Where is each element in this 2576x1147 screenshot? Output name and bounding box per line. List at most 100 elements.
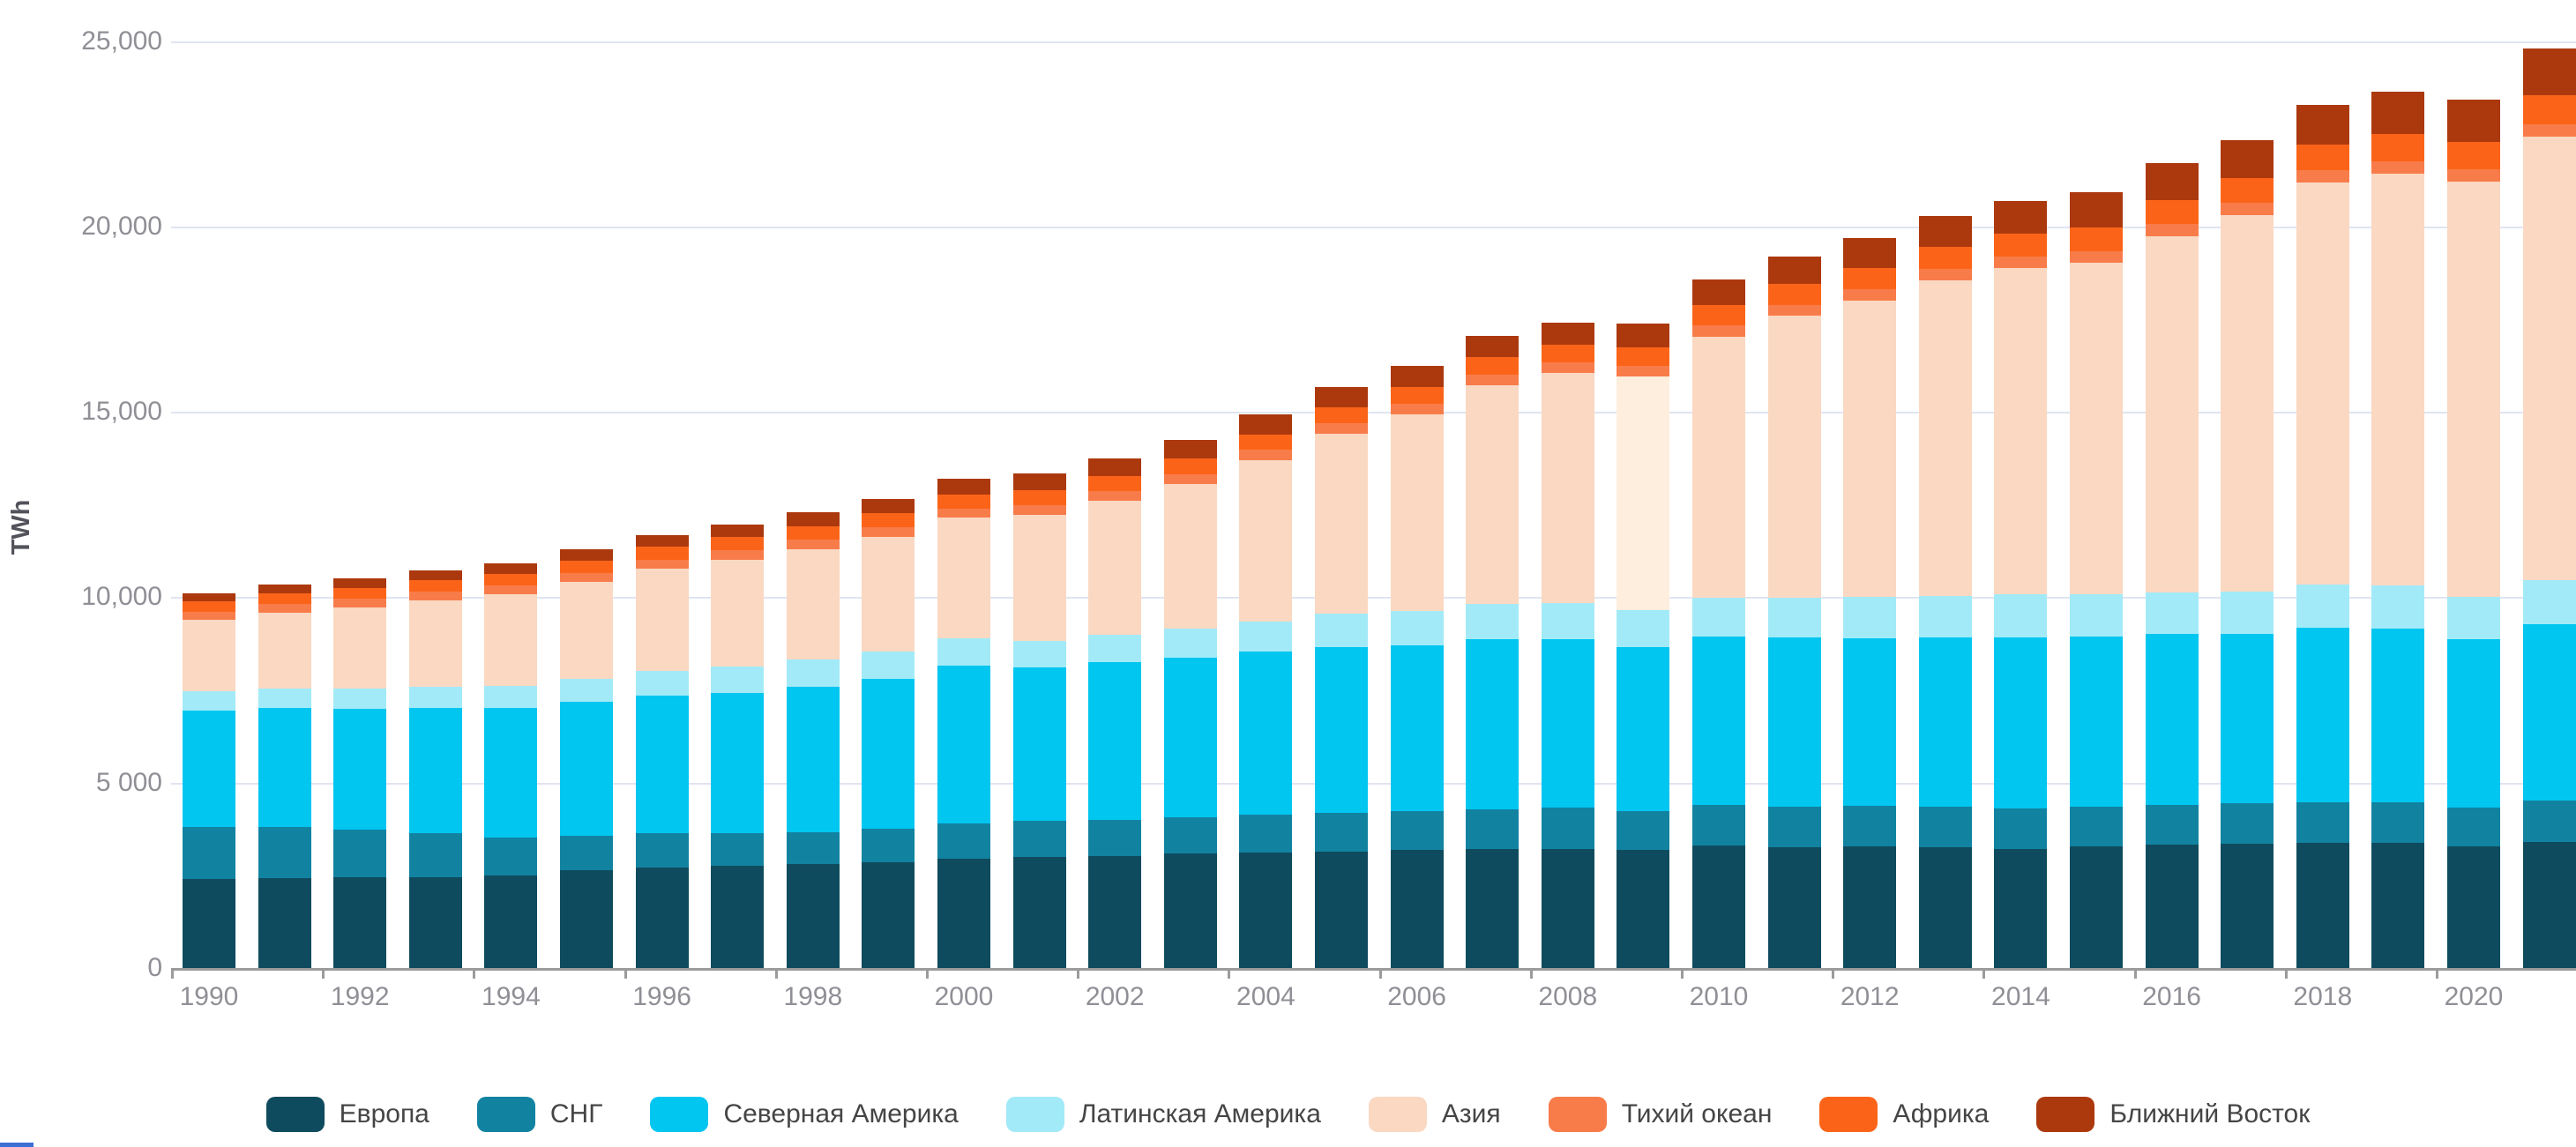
bar-segment-middle-east-2013[interactable]: [1918, 215, 1972, 247]
bar-segment-middle-east-2003[interactable]: [1163, 440, 1217, 459]
bar-segment-africa-2014[interactable]: [1994, 234, 2048, 257]
bar-segment-europe-1997[interactable]: [711, 866, 765, 968]
bar-segment-pacific-2015[interactable]: [2070, 251, 2123, 264]
bar-segment-africa-2000[interactable]: [937, 494, 990, 509]
bar-segment-asia-2005[interactable]: [1315, 433, 1368, 614]
bar-segment-asia-2008[interactable]: [1541, 372, 1594, 603]
bar-2017[interactable]: [2221, 139, 2274, 968]
bar-segment-africa-2011[interactable]: [1767, 283, 1821, 305]
bar-segment-latin-america-2006[interactable]: [1390, 610, 1444, 646]
bar-segment-asia-2016[interactable]: [2145, 235, 2199, 592]
bar-segment-asia-2006[interactable]: [1390, 414, 1444, 611]
bar-segment-middle-east-1991[interactable]: [258, 585, 311, 593]
bar-segment-middle-east-1997[interactable]: [711, 524, 765, 538]
bar-segment-latin-america-2017[interactable]: [2221, 591, 2274, 635]
bar-segment-asia-1999[interactable]: [862, 536, 915, 652]
bar-segment-latin-america-2021[interactable]: [2522, 579, 2576, 625]
bar-segment-middle-east-2021[interactable]: [2522, 48, 2576, 95]
bar-segment-cis-2006[interactable]: [1390, 810, 1444, 851]
bar-segment-cis-2015[interactable]: [2070, 807, 2123, 847]
bar-segment-middle-east-1994[interactable]: [484, 563, 538, 574]
bar-segment-africa-2003[interactable]: [1163, 458, 1217, 474]
bar-segment-cis-2008[interactable]: [1541, 808, 1594, 849]
bar-segment-cis-1990[interactable]: [183, 827, 235, 880]
bar-1992[interactable]: [333, 578, 387, 968]
bar-segment-asia-1994[interactable]: [484, 594, 538, 686]
bar-segment-africa-2007[interactable]: [1466, 357, 1519, 375]
bar-2016[interactable]: [2145, 163, 2199, 968]
bar-segment-africa-1998[interactable]: [786, 525, 840, 540]
bar-segment-north-america-1997[interactable]: [711, 692, 765, 834]
bar-segment-europe-2003[interactable]: [1163, 853, 1217, 968]
bar-segment-cis-1998[interactable]: [786, 831, 840, 865]
bar-segment-africa-1995[interactable]: [560, 561, 613, 573]
bar-segment-europe-2010[interactable]: [1692, 845, 1745, 968]
bar-segment-africa-1994[interactable]: [484, 573, 538, 586]
bar-segment-latin-america-2019[interactable]: [2371, 585, 2425, 629]
bar-segment-north-america-2012[interactable]: [1843, 637, 1897, 806]
bar-segment-middle-east-2002[interactable]: [1088, 458, 1142, 477]
legend-item-north-america[interactable]: Северная Америка: [650, 1097, 959, 1132]
bar-segment-cis-2000[interactable]: [937, 823, 990, 859]
bar-segment-north-america-2011[interactable]: [1767, 637, 1821, 808]
bar-segment-latin-america-1995[interactable]: [560, 678, 613, 703]
bar-segment-north-america-2018[interactable]: [2296, 628, 2349, 802]
bar-segment-cis-2010[interactable]: [1692, 805, 1745, 846]
bar-segment-cis-2020[interactable]: [2447, 807, 2500, 847]
bar-segment-europe-1996[interactable]: [635, 867, 689, 968]
bar-segment-africa-2018[interactable]: [2296, 144, 2349, 170]
bar-segment-pacific-2004[interactable]: [1239, 450, 1293, 460]
bar-segment-middle-east-2019[interactable]: [2371, 91, 2425, 134]
bar-segment-asia-1990[interactable]: [183, 620, 235, 692]
bar-segment-pacific-1998[interactable]: [786, 540, 840, 549]
legend-item-cis[interactable]: СНГ: [476, 1097, 602, 1132]
bar-segment-africa-2019[interactable]: [2371, 133, 2425, 161]
bar-segment-pacific-2012[interactable]: [1843, 289, 1897, 301]
bar-segment-asia-2015[interactable]: [2070, 263, 2123, 595]
bar-segment-europe-2015[interactable]: [2070, 846, 2123, 968]
bar-segment-africa-2009[interactable]: [1617, 346, 1670, 366]
bar-segment-africa-2015[interactable]: [2070, 227, 2123, 252]
bar-2004[interactable]: [1239, 414, 1293, 968]
bar-segment-europe-2018[interactable]: [2296, 843, 2349, 968]
legend-item-middle-east[interactable]: Ближний Восток: [2036, 1097, 2310, 1132]
bar-2021[interactable]: [2522, 48, 2576, 968]
bar-segment-europe-1991[interactable]: [258, 877, 311, 968]
bar-segment-latin-america-2009[interactable]: [1617, 610, 1670, 647]
bar-segment-north-america-1990[interactable]: [183, 710, 235, 828]
bar-segment-north-america-2010[interactable]: [1692, 636, 1745, 806]
bar-2018[interactable]: [2296, 104, 2349, 968]
bar-segment-cis-2007[interactable]: [1466, 808, 1519, 850]
bar-segment-europe-2014[interactable]: [1994, 848, 2048, 968]
bar-segment-africa-2013[interactable]: [1918, 246, 1972, 270]
bar-segment-pacific-2008[interactable]: [1541, 361, 1594, 373]
bar-segment-asia-2017[interactable]: [2221, 214, 2274, 592]
bar-segment-middle-east-2005[interactable]: [1315, 386, 1368, 408]
bar-segment-africa-1993[interactable]: [408, 580, 462, 592]
bar-segment-pacific-2020[interactable]: [2447, 169, 2500, 182]
bar-segment-europe-2007[interactable]: [1466, 849, 1519, 968]
bar-segment-europe-2000[interactable]: [937, 858, 990, 968]
bar-segment-asia-2009[interactable]: [1617, 376, 1670, 611]
bar-segment-middle-east-2014[interactable]: [1994, 200, 2048, 235]
legend-item-pacific[interactable]: Тихий океан: [1548, 1097, 1772, 1132]
bar-segment-cis-2016[interactable]: [2145, 805, 2199, 845]
bar-segment-asia-1993[interactable]: [408, 600, 462, 687]
bar-segment-europe-2002[interactable]: [1088, 855, 1142, 968]
bar-segment-pacific-2021[interactable]: [2522, 123, 2576, 138]
bar-1991[interactable]: [258, 585, 311, 968]
bar-segment-cis-2021[interactable]: [2522, 800, 2576, 842]
bar-segment-pacific-2003[interactable]: [1163, 473, 1217, 485]
bar-segment-europe-1992[interactable]: [333, 877, 387, 968]
bar-segment-middle-east-2004[interactable]: [1239, 414, 1293, 435]
bar-segment-north-america-1996[interactable]: [635, 695, 689, 834]
bar-segment-pacific-1996[interactable]: [635, 559, 689, 570]
bar-segment-north-america-2014[interactable]: [1994, 637, 2048, 809]
bar-segment-africa-2012[interactable]: [1843, 267, 1897, 290]
bar-segment-latin-america-2013[interactable]: [1918, 595, 1972, 638]
bar-segment-pacific-1990[interactable]: [183, 611, 235, 621]
bar-segment-africa-2001[interactable]: [1012, 490, 1066, 505]
bar-segment-pacific-1992[interactable]: [333, 599, 387, 607]
bar-segment-asia-2000[interactable]: [937, 518, 990, 639]
bar-segment-cis-2013[interactable]: [1918, 807, 1972, 847]
